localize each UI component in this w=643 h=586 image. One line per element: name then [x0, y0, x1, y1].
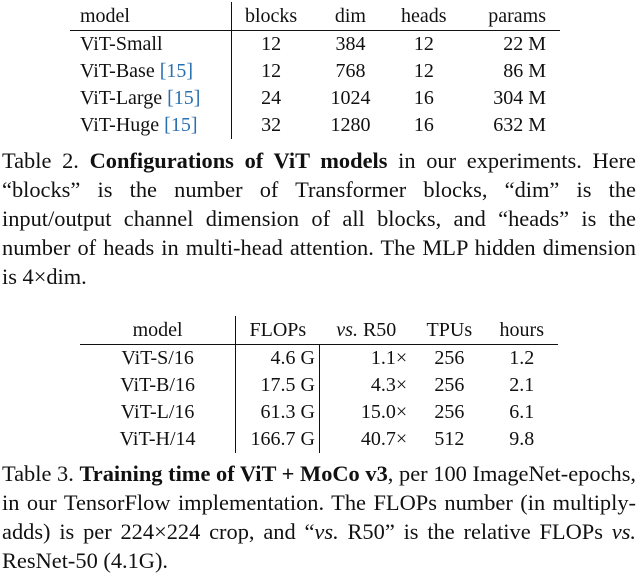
cell-flops: 166.7 G	[235, 426, 320, 453]
table2-caption: Table 2. Configurations of ViT models in…	[2, 146, 636, 291]
table-row: ViT-L/16 61.3 G 15.0× 256 6.1	[80, 399, 558, 426]
cell-blocks: 12	[261, 33, 282, 55]
col-header-params: params	[488, 4, 546, 27]
cell-flops: 4.6 G	[235, 344, 320, 372]
table-row: ViT-H/14 166.7 G 40.7× 512 9.8	[80, 426, 558, 453]
cell-model: ViT-L/16	[80, 399, 237, 426]
citation-link[interactable]: [15]	[167, 87, 201, 109]
caption-title: Training time of ViT + MoCo v3	[79, 461, 388, 486]
cell-flops: 61.3 G	[235, 399, 320, 426]
col-header-vs-r50: vs. R50	[320, 316, 414, 345]
table-row: ViT-Huge [15] 32 1280 16 632 M	[70, 112, 560, 139]
cell-flops: 17.5 G	[235, 372, 320, 399]
cell-hours: 2.1	[509, 374, 535, 396]
table3-caption: Table 3. Training time of ViT + MoCo v3,…	[2, 459, 636, 575]
table-row: ViT-Large [15] 24 1024 16 304 M	[70, 85, 560, 112]
cell-tpus: 512	[434, 428, 465, 450]
cell-model: ViT-H/14	[80, 426, 237, 453]
caption-text: , per 100 ImageNet-epochs, in our Tensor…	[2, 461, 637, 544]
cell-vs-r50: 40.7×	[360, 428, 408, 450]
caption-label: Table 2.	[2, 148, 79, 173]
vs-italic: vs.	[336, 318, 358, 341]
cell-tpus: 256	[434, 401, 465, 423]
cell-vs-r50: 1.1×	[370, 347, 408, 369]
table-header-row: model FLOPs vs. R50 TPUs hours	[80, 316, 558, 345]
col-header-vs-r50-text: vs. R50	[336, 318, 397, 341]
col-header-dim: dim	[334, 4, 366, 27]
col-header-flops: FLOPs	[249, 318, 307, 341]
cell-hours: 6.1	[509, 401, 535, 423]
table-row: ViT-Small 12 384 12 22 M	[70, 30, 560, 58]
cell-dim: 1280	[330, 114, 371, 136]
cell-model: ViT-Large [15]	[70, 85, 233, 112]
caption-label: Table 3.	[2, 461, 74, 486]
cell-model: ViT-B/16	[80, 372, 237, 399]
caption-title: Configurations of ViT models	[89, 148, 388, 173]
cell-model: ViT-S/16	[80, 344, 237, 372]
table-row: ViT-S/16 4.6 G 1.1× 256 1.2	[80, 344, 558, 372]
cell-vs-r50: 15.0×	[360, 401, 408, 423]
cell-dim: 1024	[330, 87, 371, 109]
vit-config-table: model blocks dim heads params ViT-Small …	[70, 2, 560, 139]
cell-heads: 12	[413, 33, 434, 55]
cell-blocks: 12	[261, 60, 282, 82]
cell-dim: 768	[335, 60, 366, 82]
cell-vs-r50: 4.3×	[370, 374, 408, 396]
cell-model: ViT-Huge [15]	[70, 112, 233, 139]
col-header-tpus: TPUs	[426, 318, 473, 341]
col-header-hours: hours	[499, 318, 544, 341]
cell-heads: 16	[413, 87, 434, 109]
citation-link[interactable]: [15]	[159, 60, 194, 82]
model-name: ViT-Small	[80, 33, 163, 55]
training-time-table: model FLOPs vs. R50 TPUs hours ViT-S/16 …	[80, 316, 558, 453]
model-name: ViT-Base	[80, 60, 155, 82]
col-header-blocks: blocks	[245, 4, 298, 27]
cell-hours: 9.8	[509, 428, 535, 450]
caption-text: ResNet-50 (4.1G).	[2, 548, 169, 573]
cell-params: 86 M	[503, 60, 546, 82]
cell-params: 22 M	[503, 33, 546, 55]
cell-tpus: 256	[434, 374, 465, 396]
table-row: ViT-Base [15] 12 768 12 86 M	[70, 58, 560, 85]
cell-params: 632 M	[493, 114, 546, 136]
caption-vs-italic: vs.	[314, 519, 339, 544]
col-header-heads: heads	[401, 4, 447, 27]
cell-tpus: 256	[434, 347, 465, 369]
col-header-model: model	[80, 316, 237, 345]
model-name: ViT-Huge	[80, 114, 160, 136]
cell-heads: 16	[413, 114, 434, 136]
cell-model: ViT-Base [15]	[70, 58, 233, 85]
col-header-model: model	[70, 2, 233, 31]
cell-dim: 384	[335, 33, 366, 55]
table-row: ViT-B/16 17.5 G 4.3× 256 2.1	[80, 372, 558, 399]
cell-model: ViT-Small	[70, 30, 233, 58]
citation-link[interactable]: [15]	[164, 114, 198, 136]
table-header-row: model blocks dim heads params	[70, 2, 560, 31]
model-name: ViT-Large	[80, 87, 163, 109]
cell-blocks: 32	[261, 114, 282, 136]
caption-text: in our experiments. Here “blocks” is the…	[2, 148, 636, 289]
cell-params: 304 M	[493, 87, 546, 109]
caption-text: R50” is the relative FLOPs	[338, 519, 612, 544]
caption-vs-italic: vs.	[611, 519, 637, 544]
cell-blocks: 24	[261, 87, 282, 109]
cell-hours: 1.2	[509, 347, 535, 369]
cell-heads: 12	[413, 60, 434, 82]
